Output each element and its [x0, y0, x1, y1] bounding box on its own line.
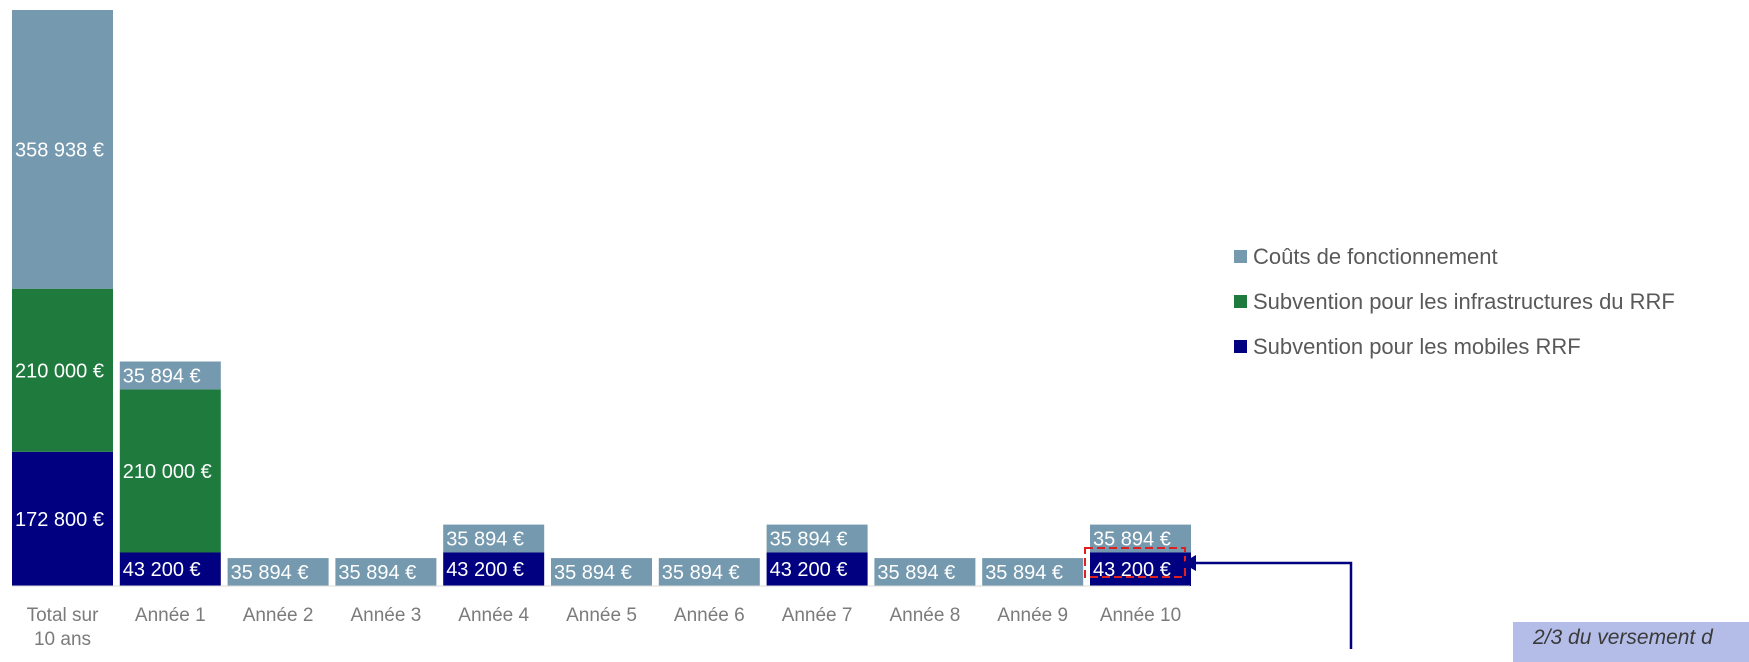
- data-label: 35 894 €: [338, 562, 416, 584]
- bar-segment: [119, 361, 221, 390]
- legend-swatch: [1234, 295, 1247, 308]
- x-tick-label: Année 1: [135, 605, 206, 626]
- data-label: 43 200 €: [446, 559, 524, 581]
- data-label: 35 894 €: [554, 562, 632, 584]
- bar-segment: [12, 288, 113, 452]
- data-label: 35 894 €: [770, 529, 848, 551]
- data-label: 35 894 €: [1093, 529, 1171, 551]
- bar-segment: [443, 552, 545, 586]
- bar-segment: [12, 451, 113, 586]
- bar-segment: [12, 10, 113, 289]
- data-label: 43 200 €: [770, 559, 848, 581]
- data-label: 43 200 €: [1093, 559, 1171, 581]
- x-tick-label: Total sur: [27, 605, 99, 626]
- legend-label: Coûts de fonctionnement: [1253, 244, 1498, 269]
- data-label: 35 894 €: [231, 562, 309, 584]
- bar-segment: [227, 558, 329, 586]
- bar-segment: [766, 524, 868, 553]
- legend: Coûts de fonctionnement Subvention pour l…: [1234, 244, 1675, 359]
- annotation-arrow-line: [1190, 561, 1353, 649]
- x-tick-label: Année 10: [1100, 605, 1181, 626]
- x-tick-label: Année 7: [782, 605, 853, 626]
- x-tick-label: Année 5: [566, 605, 637, 626]
- bar-segment: [119, 552, 221, 586]
- x-tick-label: Année 8: [890, 605, 961, 626]
- bar-segment: [335, 558, 437, 586]
- data-label: 43 200 €: [123, 559, 201, 581]
- bar-segment: [874, 558, 976, 586]
- data-label: 35 894 €: [662, 562, 740, 584]
- x-tick-label: Année 3: [351, 605, 422, 626]
- bars-layer: [12, 10, 1191, 586]
- labels-layer: 172 800 € 210 000 € 358 938 € 43 200 € 210 0…: [15, 139, 1171, 584]
- data-label: 35 894 €: [877, 562, 955, 584]
- bar-segment: [443, 524, 545, 553]
- bar-segment: [658, 558, 760, 586]
- data-label: 35 894 €: [123, 365, 201, 387]
- legend-label: Subvention pour les infrastructures du R…: [1253, 289, 1675, 314]
- data-label: 35 894 €: [446, 529, 524, 551]
- bar-segment: [982, 558, 1084, 586]
- data-label: 35 894 €: [985, 562, 1063, 584]
- bar-segment: [551, 558, 652, 586]
- bar-segment: [119, 389, 221, 553]
- x-tick-label: 10 ans: [34, 629, 91, 649]
- bar-segment: [766, 552, 868, 586]
- x-tick-label: Année 9: [997, 605, 1068, 626]
- x-tick-label: Année 2: [243, 605, 314, 626]
- x-tick-label: Année 4: [458, 605, 529, 626]
- data-label: 210 000 €: [15, 360, 104, 382]
- x-tick-label: Année 6: [674, 605, 745, 626]
- bar-segment: [1090, 552, 1191, 586]
- annotation-note: 2/3 du versement d: [1513, 622, 1749, 662]
- data-label: 358 938 €: [15, 139, 104, 161]
- legend-label: Subvention pour les mobiles RRF: [1253, 334, 1581, 359]
- x-axis-ticks: Total sur 10 ans Année 1 Année 2 Année 3 Anné…: [27, 605, 1182, 649]
- legend-swatch: [1234, 250, 1247, 263]
- data-label: 210 000 €: [123, 461, 212, 483]
- data-label: 172 800 €: [15, 509, 104, 531]
- legend-swatch: [1234, 340, 1247, 353]
- arrowhead-icon: [1182, 555, 1196, 571]
